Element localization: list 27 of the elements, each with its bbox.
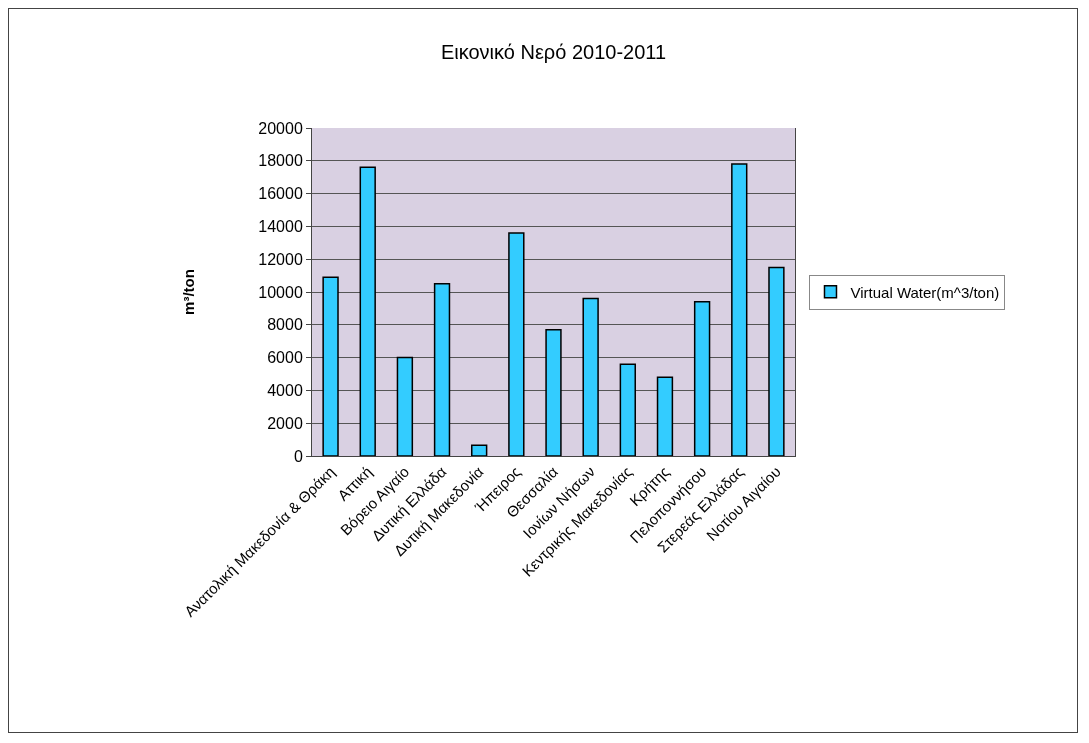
y-tick-label: 8000 — [267, 316, 303, 334]
chart-title: Εικονικό Νερό 2010-2011 — [440, 40, 667, 63]
bar — [359, 166, 376, 456]
y-tick-label: 6000 — [267, 349, 303, 367]
bar — [433, 283, 451, 456]
bar — [545, 328, 562, 456]
y-tick-label: 18000 — [258, 152, 303, 170]
bar — [731, 163, 748, 456]
bar — [768, 266, 785, 456]
bar — [656, 376, 674, 456]
y-tick-label: 12000 — [258, 250, 303, 268]
bar — [619, 363, 636, 456]
bar — [693, 301, 711, 456]
bar — [508, 232, 525, 456]
y-tick-label: 4000 — [267, 382, 303, 399]
y-tick-label: 0 — [293, 447, 303, 465]
bar — [582, 297, 599, 456]
y-tick-label: 2000 — [267, 414, 303, 432]
legend-label: Virtual Water(m^3/ton) — [850, 283, 1000, 301]
bar — [396, 356, 414, 456]
y-tick-label: 14000 — [258, 218, 303, 235]
y-tick-label: 16000 — [258, 185, 303, 203]
y-tick-label: 20000 — [258, 119, 303, 137]
bar — [471, 444, 488, 456]
y-axis-title: m³/ton — [179, 269, 197, 315]
y-tick-label: 10000 — [258, 283, 303, 301]
bar — [322, 276, 339, 456]
